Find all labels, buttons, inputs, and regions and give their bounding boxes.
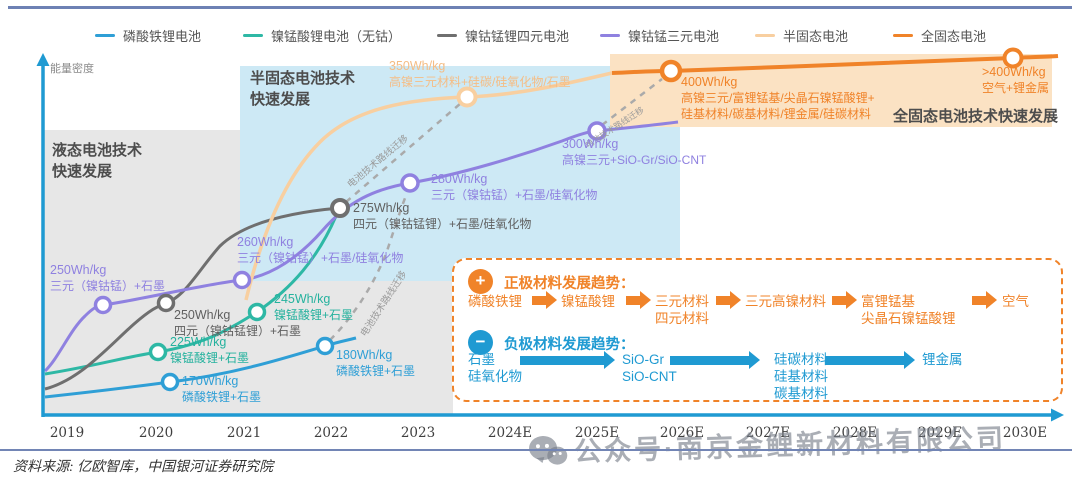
legend-item-ncm: 镍钴锰三元电池 <box>600 26 719 45</box>
region-label-solid-state: 全固态电池技术快速发展 <box>893 108 1059 125</box>
legend-swatch <box>755 34 775 37</box>
legend-label: 镍钴锰锂四元电池 <box>465 29 570 44</box>
x-tick-2026e: 2026E <box>659 425 705 441</box>
point-ncm-260 <box>232 270 252 290</box>
annotation-ncm-300: 300Wh/kg 高镍三元+SiO-Gr/SiO-CNT <box>562 137 707 167</box>
data-points <box>93 47 1024 392</box>
legend-item-solid-state: 全固态电池 <box>893 26 986 45</box>
arrow-right-icon <box>716 291 741 309</box>
cathode-step: 三元材料 四元材料 <box>655 294 709 326</box>
anode-step: 锂金属 <box>922 352 963 367</box>
annotation-solid-400plus: >400Wh/kg 空气+锂金属 <box>982 65 1050 95</box>
point-ncm-250 <box>93 295 113 315</box>
legend-item-semi-solid: 半固态电池 <box>755 26 848 45</box>
legend-swatch <box>437 34 457 37</box>
arrow-right-icon <box>972 291 997 309</box>
annotation-lfp-180: 180Wh/kg 磷酸铁锂+石墨 <box>336 348 416 378</box>
series-lfp-curve <box>44 336 357 399</box>
legend-item-lfp: 磷酸铁锂电池 <box>95 26 201 45</box>
point-lfp-180 <box>315 336 335 356</box>
point-ncm-300 <box>587 121 607 141</box>
annotation-semi-350: 350Wh/kg 高镍三元材料+硅碳/硅氧化物/石墨 <box>389 59 571 89</box>
bottom-divider <box>0 449 1072 451</box>
legend-label: 全固态电池 <box>921 29 987 44</box>
series-solid-state-curve <box>611 54 1059 75</box>
annotation-ncm-280: 280Wh/kg 三元（镍钴锰）+石墨/硅氧化物 <box>431 172 598 202</box>
annotation-lfp-170: 170Wh/kg 磷酸铁锂+石墨 <box>182 374 262 404</box>
cathode-step: 空气 <box>1002 294 1029 309</box>
anode-step: 硅碳材料 硅基材料 碳基材料 <box>774 352 828 401</box>
plus-icon: + <box>468 269 493 294</box>
annotation-lnmo-245: 245Wh/kg 镍锰酸锂+石墨 <box>274 292 354 322</box>
point-ncm-280 <box>400 173 420 193</box>
anode-trend-title: 负极材料发展趋势： <box>504 337 635 353</box>
point-lfp-170 <box>160 372 180 392</box>
arrow-right-icon <box>832 291 857 309</box>
point-lnmo-225 <box>148 342 168 362</box>
annotation-quaternary-250: 250Wh/kg 四元（镍钴锰锂）+石墨 <box>174 308 302 338</box>
legend-label: 镍钴锰三元电池 <box>628 29 720 44</box>
cathode-step: 富锂锰基 尖晶石镍锰酸锂 <box>861 294 956 326</box>
x-tick-2022: 2022 <box>313 425 349 441</box>
x-tick-2021: 2021 <box>226 425 262 441</box>
x-tick-2020: 2020 <box>138 425 174 441</box>
migration-line-3 <box>601 78 663 126</box>
annotation-quaternary-275: 275Wh/kg 四元（镍钴锰锂）+石墨/硅氧化物 <box>353 201 532 231</box>
series-semi-solid-curve <box>244 71 613 301</box>
y-axis-label: 能量密度 <box>50 63 94 75</box>
minus-icon: − <box>468 330 493 355</box>
x-tick-2030e: 2030E <box>1002 425 1048 441</box>
legend-item-lnmo: 镍锰酸锂电池（无钴） <box>243 26 401 45</box>
x-tick-2027e: 2027E <box>745 425 791 441</box>
point-solid-400 <box>659 59 683 83</box>
migration-line-1 <box>345 102 462 203</box>
axes <box>36 53 1064 422</box>
source-note: 资料来源: 亿欧智库，中国银河证券研究院 <box>13 460 274 475</box>
legend-swatch <box>95 34 115 37</box>
cathode-step: 磷酸铁锂 <box>468 294 522 309</box>
anode-step: SiO-Gr SiO-CNT <box>622 352 677 384</box>
arrow-right-icon <box>532 291 557 309</box>
legend-swatch <box>243 34 263 37</box>
annotation-lnmo-225: 225Wh/kg 镍锰酸锂+石墨 <box>170 335 250 365</box>
cathode-step: 三元高镍材料 <box>745 294 826 309</box>
annotation-ncm-260: 260Wh/kg 三元（镍钴锰）+石墨/硅氧化物 <box>237 235 404 265</box>
legend-label: 半固态电池 <box>783 29 849 44</box>
anode-step: 石墨 硅氧化物 <box>468 352 522 384</box>
legend-item-quaternary: 镍钴锰锂四元电池 <box>437 26 569 45</box>
point-quaternary-275 <box>330 198 350 218</box>
legend-swatch <box>893 34 913 37</box>
x-tick-2029e: 2029E <box>917 425 963 441</box>
annotation-ncm-250: 250Wh/kg 三元（镍钴锰）+石墨 <box>50 263 166 293</box>
annotation-solid-400: 400Wh/kg 高镍三元/富锂锰基/尖晶石镍锰酸锂+ 硅基材料/碳基材料/锂金属/… <box>681 75 875 121</box>
x-tick-2028e: 2028E <box>832 425 878 441</box>
x-tick-2025e: 2025E <box>574 425 620 441</box>
arrow-right-icon <box>520 351 615 369</box>
region-label-liquid: 液态电池技术 快速发展 <box>52 142 143 180</box>
material-trend-box: + 正极材料发展趋势： 磷酸铁锂 镍锰酸锂 三元材料 四元材料 三元高镍材料 富锂… <box>452 258 1063 402</box>
series-lnmo-curve <box>44 215 338 376</box>
x-tick-2023: 2023 <box>400 425 436 441</box>
cathode-step: 镍锰酸锂 <box>561 294 615 309</box>
point-lnmo-245 <box>247 302 267 322</box>
arrow-right-icon <box>670 351 760 369</box>
point-semi-350 <box>456 86 478 108</box>
x-tick-2024e: 2024E <box>487 425 533 441</box>
cathode-trend-title: 正极材料发展趋势： <box>504 276 635 292</box>
arrow-right-icon <box>626 291 651 309</box>
point-quaternary-250 <box>156 293 176 313</box>
point-solid-400plus <box>1002 47 1024 69</box>
x-tick-2019: 2019 <box>49 425 85 441</box>
top-divider <box>8 6 1072 9</box>
arrow-right-icon <box>825 351 915 369</box>
legend-label: 镍锰酸锂电池（无钴） <box>271 29 402 44</box>
region-label-semi-solid: 半固态电池技术 快速发展 <box>250 70 356 108</box>
legend-swatch <box>600 34 620 37</box>
migration-line-2 <box>329 192 409 341</box>
legend-label: 磷酸铁锂电池 <box>123 29 202 44</box>
